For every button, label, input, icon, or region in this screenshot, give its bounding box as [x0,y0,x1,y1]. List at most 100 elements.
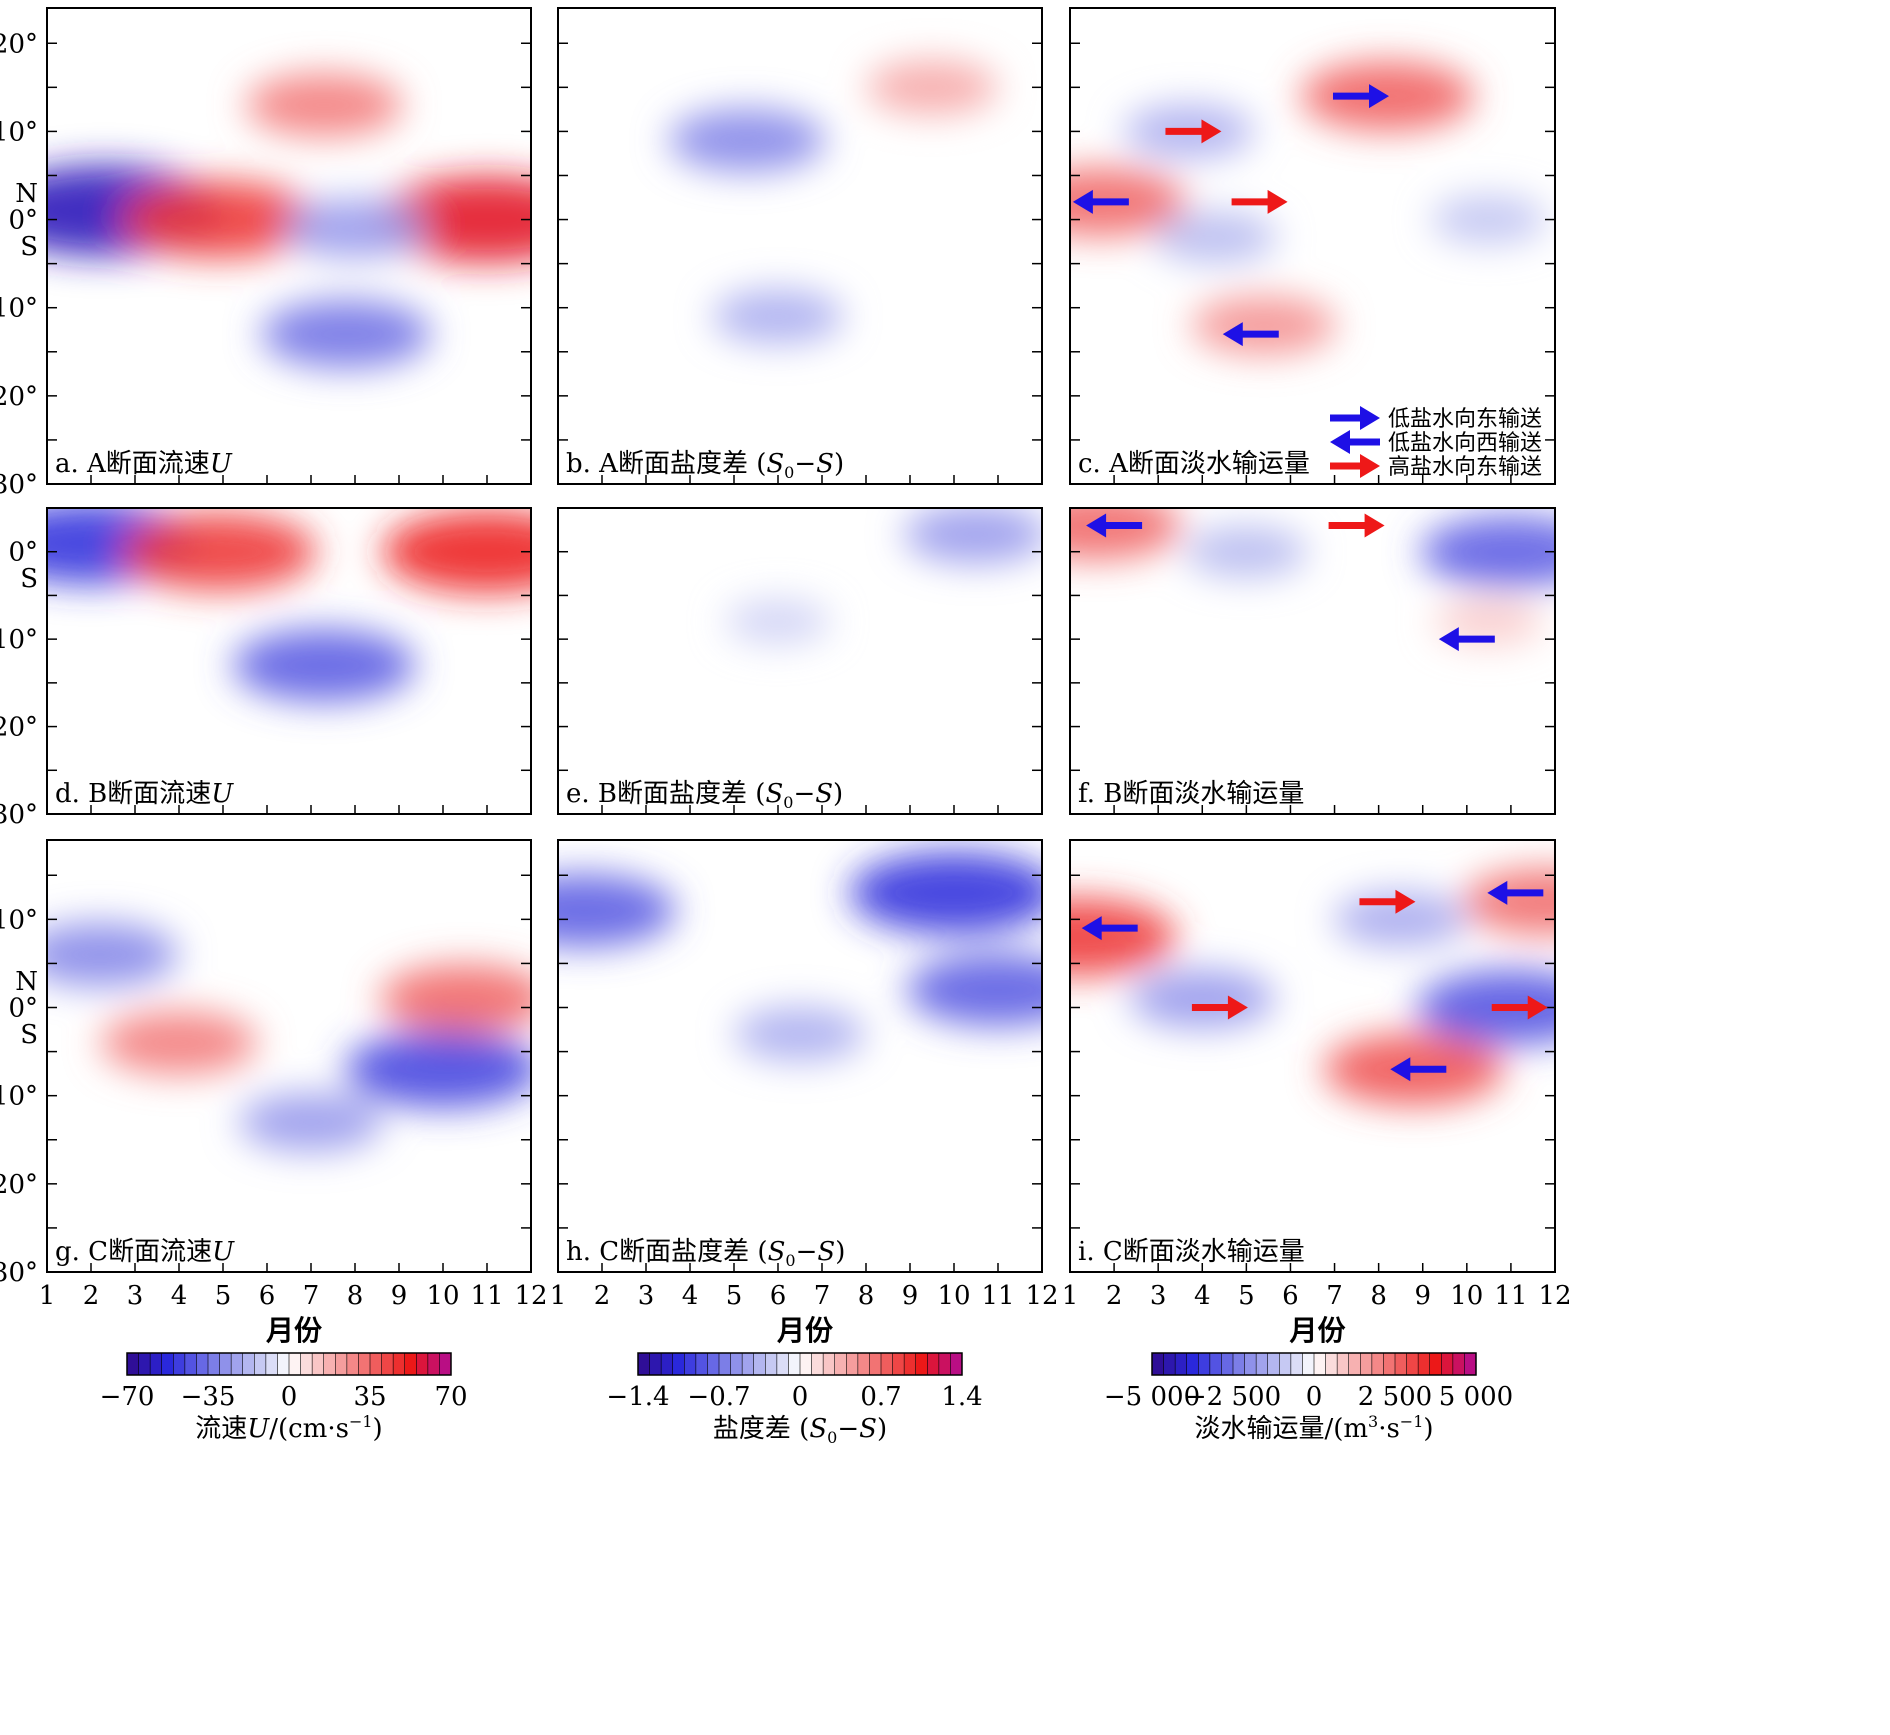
y-ticks [1069,874,1556,1272]
colorbar-swatch [823,1353,836,1375]
y-tick-label: 10° [0,625,38,655]
colorbar-swatch [765,1353,778,1375]
colorbar-swatch [753,1353,766,1375]
colorbar-swatch [811,1353,824,1375]
colorbar-swatch [208,1353,220,1375]
month-tick-label: 12 [514,1281,547,1311]
transport-arrow-blue-east [1333,84,1389,109]
colorbar-swatch [1221,1353,1234,1375]
contour-feature [120,513,317,591]
colorbar-tick-label: 0 [792,1382,809,1412]
colorbar-swatch [1360,1353,1373,1375]
colorbar-tick-label: −2 500 [1185,1382,1281,1412]
transport-arrow-red-east [1328,513,1385,538]
month-tick-label: 8 [347,1281,364,1311]
colorbar-swatch [289,1353,301,1375]
panel-title: d. B断面流速U [55,779,234,809]
panel-frame [557,507,1043,815]
colorbar-swatch [695,1353,708,1375]
y-tick-label: 0° [8,994,38,1024]
month-tick-label: 5 [215,1281,232,1311]
colorbar-swatch [1348,1353,1361,1375]
colorbar-swatch [138,1353,151,1375]
y-ticks [557,507,1043,814]
colorbar-swatch [661,1353,674,1375]
y-tick-label: 20° [0,1170,38,1200]
contour-feature [47,922,179,987]
panel-c: c. A断面淡水输运量 [1069,7,1556,485]
colorbar-swatch [1371,1353,1384,1375]
colorbar-swatch [1267,1353,1280,1375]
colorbar-swatch [672,1353,685,1375]
x-axis-label: 月份 [265,1314,322,1347]
month-tick-label: 10 [937,1281,970,1311]
colorbar-swatch [346,1353,359,1375]
contour-feature [1463,868,1555,936]
colorbar-swatch [161,1353,174,1375]
colorbar-swatch [1209,1353,1222,1375]
colorbar-swatch [300,1353,313,1375]
month-tick-label: 1 [1062,1281,1079,1311]
colorbar-tick-label: 0 [281,1382,298,1412]
month-tick-label: 12 [1538,1281,1571,1311]
legend-label: 高盐水向东输送 [1388,455,1542,480]
colorbar-swatch [881,1353,893,1375]
panel-i: i. C断面淡水输运量 [1069,839,1556,1273]
colorbar-swatch [1198,1353,1211,1375]
month-tick-label: 6 [1282,1281,1299,1311]
colorbar-swatch [1152,1353,1164,1375]
colorbar-tick-label: 1.4 [941,1382,982,1412]
contour-feature [1129,969,1275,1029]
colorbar-swatch [323,1353,336,1375]
transport-arrow-red-east [1231,189,1288,214]
colorbar-swatch [416,1353,429,1375]
month-tick-label: 9 [391,1281,408,1311]
colorbar-swatch [196,1353,209,1375]
colorbar-swatch [1233,1353,1245,1375]
colorbar-swatch [231,1353,244,1375]
colorbar-tick-label: −35 [181,1382,236,1412]
contour-feature [1070,898,1177,976]
panel-b: b. A断面盐度差 (S0−S) [557,7,1043,485]
panel-frame [557,7,1043,485]
colorbar-swatch [265,1353,278,1375]
contour-feature [1333,891,1468,947]
panel-h: h. C断面盐度差 (S0−S) [557,839,1043,1273]
transport-arrow-red-east [1359,889,1416,914]
colorbar-label: 流速U/(cm·s−1) [195,1412,382,1444]
colorbar-swatch [1186,1353,1199,1375]
transport-arrow-blue-west [1222,322,1279,347]
contour-feature [849,852,1042,934]
contour-feature [1416,970,1555,1045]
transport-arrow-blue-west [1487,880,1544,905]
panel-title: f. B断面淡水输运量 [1078,779,1304,809]
y-tick-label: 10° [0,117,38,147]
legend-label: 低盐水向东输送 [1388,407,1542,432]
panels: 20°10°N0°S10°20°30°a. A断面流速U b. A断面盐度差 (S… [0,7,1556,1288]
panel-frame [1069,7,1556,485]
contour-feature [906,953,1042,1027]
month-tick-label: 1 [550,1281,567,1311]
transport-arrow-blue-west [1390,1057,1447,1082]
y-ticks [46,874,532,1272]
month-tick-label: 11 [470,1281,503,1311]
colorbar-swatch [358,1353,371,1375]
y-tick-label: S [20,564,38,594]
colorbar-tick-label: 35 [353,1382,386,1412]
contour-feature [1153,211,1278,263]
contour-feature [1191,295,1337,355]
colorbar-swatch [1418,1353,1431,1375]
contour-feature [668,108,826,172]
colorbar-swatch [370,1353,382,1375]
colorbar-swatch [927,1353,940,1375]
panel-title: h. C断面盐度差 (S0−S) [566,1237,845,1270]
y-ticks [46,42,532,484]
colorbar-swatch [1256,1353,1269,1375]
x-axis-label: 月份 [1288,1314,1345,1347]
month-tick-label: 3 [1150,1281,1167,1311]
contour-feature [345,1030,531,1108]
contour-feature [380,964,531,1033]
colorbar-swatch [173,1353,186,1375]
month-tick-label: 4 [682,1281,699,1311]
